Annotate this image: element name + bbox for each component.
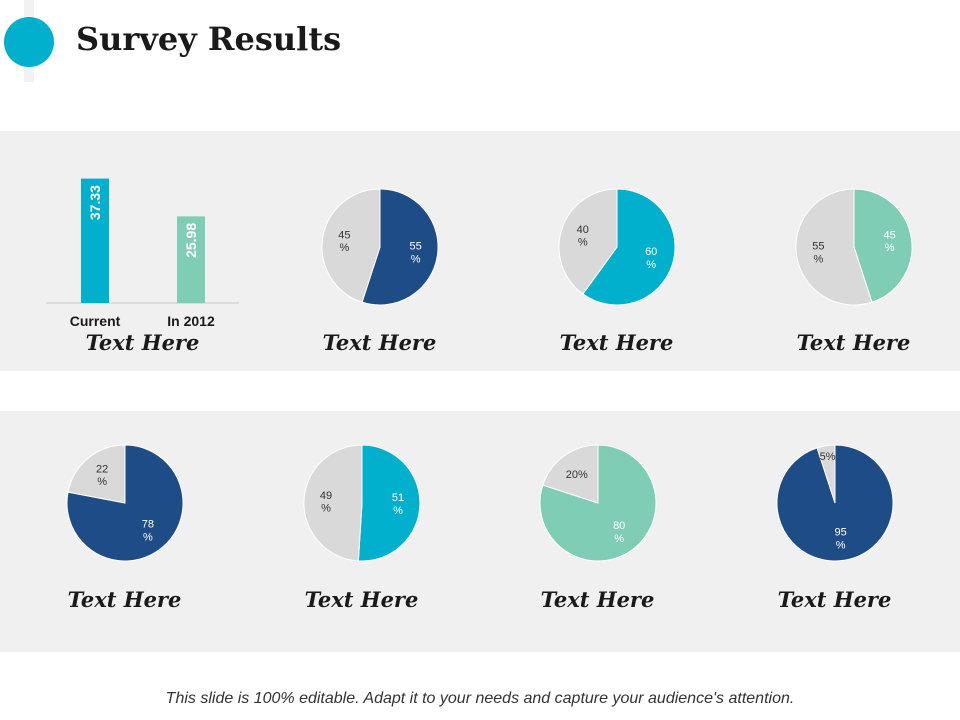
chart-panel-7: 80% 20% Text Here [479, 411, 716, 651]
pie-slice-label: 20% [566, 469, 588, 481]
pie-slice-label: 51% [392, 492, 404, 517]
pie-slice [66, 444, 184, 562]
chart-caption-6: Text Here [304, 587, 419, 612]
chart-band-top: 37.33 Current 25.98 In 2012 Text Here 55% 45… [0, 131, 960, 371]
pie-slice [357, 444, 421, 562]
pie-slice [539, 444, 657, 562]
footer-note: This slide is 100% editable. Adapt it to… [165, 690, 795, 707]
chart-caption-4: Text Here [796, 330, 911, 355]
chart-caption-8: Text Here [777, 587, 892, 612]
pie-slice-label: 95% [834, 527, 846, 552]
pie-chart-3: 60 % 40% [558, 188, 676, 306]
pie-slice [558, 188, 618, 295]
pie-slice-label: 60% [645, 246, 657, 271]
pie-chart-8: 95 % 5% [776, 444, 894, 562]
pie-slice-label: 55% [812, 241, 824, 266]
page-title: Survey Results [76, 20, 342, 58]
pie-slice-label: 45% [338, 229, 350, 254]
title-circle-icon [4, 17, 54, 67]
bar [81, 178, 109, 303]
bar-value-label: 25.98 [183, 223, 199, 258]
pie-chart-7: 80 % 20% [539, 444, 657, 562]
bar-value-label: 37.33 [87, 185, 103, 220]
pie-slice-label: 22% [96, 463, 108, 488]
pie-slice [321, 188, 381, 303]
bar-chart: 37.33 Current 25.98 In 2012 [46, 178, 239, 329]
chart-panel-8: 95% 5% Text Here [716, 411, 953, 651]
chart-band-bottom: 78% 22% Text Here 51% 49% Text Here 80% 20%… [0, 411, 960, 652]
pie-slice [303, 444, 363, 562]
pie-slice [67, 444, 126, 504]
pie-slice-label: 40% [577, 224, 589, 249]
bar [177, 216, 205, 303]
pie-chart-6: 51 % 49% [303, 444, 421, 562]
chart-caption-5: Text Here [67, 587, 182, 612]
category-label: Current [70, 313, 121, 329]
pie-slice-label: 78% [142, 519, 154, 544]
pie-slice [816, 444, 836, 504]
pie-slice-label: 5% [820, 451, 836, 463]
category-label: In 2012 [167, 313, 215, 329]
chart-caption-7: Text Here [540, 587, 655, 612]
chart-panel-3: 60% 40% Text Here [498, 131, 735, 371]
chart-panel-2: 55% 45% Text Here [261, 131, 498, 371]
pie-slice-label: 80% [613, 520, 625, 545]
pie-chart-4: 45 % 55% [795, 188, 913, 306]
pie-slice-label: 49% [320, 490, 332, 515]
pie-slice-label: 55% [409, 241, 421, 266]
pie-slice [853, 188, 913, 303]
chart-caption-2: Text Here [322, 330, 437, 355]
chart-caption-3: Text Here [559, 330, 674, 355]
pie-slice [582, 188, 676, 306]
chart-panel-6: 51% 49% Text Here [243, 411, 480, 651]
pie-chart-2: 55 % 45% [321, 188, 439, 306]
pie-slice-label: 45% [883, 229, 895, 254]
pie-slice [542, 444, 599, 504]
chart-panel-4: 45% 55% Text Here [735, 131, 960, 371]
pie-slice [795, 188, 873, 306]
pie-chart-5: 78 % 22% [66, 444, 184, 562]
chart-caption-1: Text Here [85, 330, 200, 355]
pie-slice [361, 188, 439, 306]
chart-panel-5: 78% 22% Text Here [6, 411, 243, 651]
chart-panel-1: 37.33 Current 25.98 In 2012 Text Here [24, 131, 261, 371]
